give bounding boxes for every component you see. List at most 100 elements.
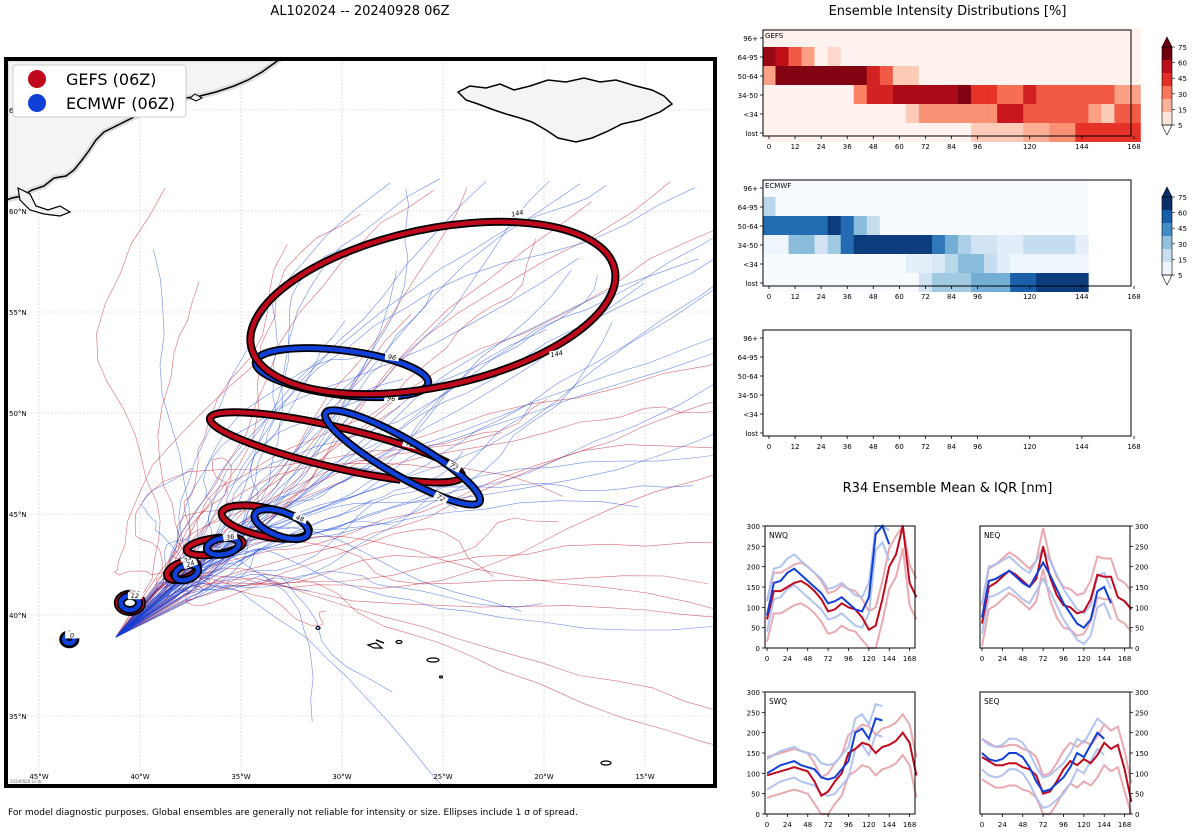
map-title: AL102024 -- 20240928 06Z bbox=[270, 4, 450, 19]
intensity-cell bbox=[1062, 66, 1076, 85]
intensity-cell bbox=[931, 216, 946, 235]
ecmwf-member-track bbox=[115, 180, 550, 638]
intensity-cell bbox=[788, 254, 802, 273]
intensity-cell bbox=[971, 216, 985, 235]
intensity-cell bbox=[788, 178, 802, 197]
intensity-cell bbox=[997, 254, 1011, 273]
intensity-cell bbox=[958, 197, 972, 216]
azores-island bbox=[426, 657, 440, 663]
intensity-cell bbox=[1075, 47, 1089, 66]
intensity-distributions: GEFS 96+ 64-95 50-64 34-50 <34 lost 0 12 24 36 48 60… bbox=[738, 28, 1187, 451]
ellipse-hour-label: 72 bbox=[448, 461, 459, 472]
intensity-cell bbox=[1049, 28, 1063, 47]
r34-y-label: 200 bbox=[747, 730, 760, 738]
r34-x-label: 72 bbox=[824, 655, 833, 663]
intensity-cell bbox=[892, 178, 907, 197]
intensity-cell bbox=[879, 197, 894, 216]
intensity-x-label: 72 bbox=[921, 443, 930, 451]
colorbar-arrow bbox=[1161, 124, 1173, 136]
intensity-cell bbox=[763, 104, 776, 123]
intensity-cell bbox=[1010, 273, 1024, 292]
intensity-cell bbox=[853, 123, 868, 142]
intensity-cell bbox=[905, 47, 920, 66]
intensity-cell bbox=[931, 66, 946, 85]
intensity-cell bbox=[1049, 66, 1063, 85]
intensity-cell bbox=[879, 28, 894, 47]
intensity-cell bbox=[763, 178, 776, 197]
intensity-cell bbox=[788, 104, 802, 123]
intensity-cell bbox=[1062, 28, 1076, 47]
intensity-cell bbox=[997, 85, 1011, 104]
intensity-cell bbox=[931, 123, 946, 142]
intensity-cell bbox=[944, 66, 959, 85]
r34-series-line bbox=[766, 524, 891, 616]
intensity-cell bbox=[827, 104, 841, 123]
intensity-cell bbox=[958, 216, 972, 235]
intensity-x-label: 72 bbox=[921, 293, 930, 301]
intensity-cell bbox=[827, 197, 841, 216]
intensity-cell bbox=[905, 254, 920, 273]
intensity-cell bbox=[866, 85, 881, 104]
r34-x-label: 168 bbox=[1118, 655, 1131, 663]
gefs-member-track bbox=[115, 181, 671, 638]
r34-y-label: 150 bbox=[1135, 750, 1148, 758]
colorbar-tick-label: 30 bbox=[1178, 91, 1187, 99]
lon-tick-label: 30°W bbox=[332, 773, 351, 781]
colorbar-arrow bbox=[1161, 36, 1173, 48]
intensity-cell bbox=[879, 85, 894, 104]
intensity-cell bbox=[905, 216, 920, 235]
r34-title: R34 Ensemble Mean & IQR [nm] bbox=[842, 481, 1053, 496]
intensity-cell bbox=[1010, 216, 1024, 235]
intensity-row-label: 50-64 bbox=[738, 373, 759, 381]
intensity-cell bbox=[1062, 197, 1076, 216]
intensity-x-label: 96 bbox=[973, 293, 982, 301]
r34-x-label: 0 bbox=[980, 655, 984, 663]
intensity-cell bbox=[892, 47, 907, 66]
ecmwf-spread-ellipse: 12 bbox=[116, 591, 143, 614]
r34-x-label: 144 bbox=[1098, 655, 1112, 663]
intensity-cell bbox=[814, 235, 828, 254]
intensity-cell bbox=[879, 235, 894, 254]
gefs-member-track bbox=[115, 432, 502, 638]
r34-x-label: 72 bbox=[1039, 821, 1048, 829]
intensity-cell bbox=[892, 254, 907, 273]
intensity-cell bbox=[971, 273, 985, 292]
intensity-cell bbox=[1036, 216, 1050, 235]
intensity-cell bbox=[814, 197, 828, 216]
intensity-axes-frame bbox=[762, 179, 1132, 287]
intensity-cell bbox=[892, 235, 907, 254]
intensity-cell bbox=[814, 66, 828, 85]
intensity-cell bbox=[931, 273, 946, 292]
ecmwf-legend-label: ECMWF (06Z) bbox=[66, 94, 175, 113]
longitude-labels: 45°W 40°W 35°W 30°W 25°W 20°W 15°W bbox=[29, 773, 654, 781]
intensity-cell bbox=[853, 235, 868, 254]
intensity-cell bbox=[840, 197, 855, 216]
intensity-cell bbox=[788, 28, 802, 47]
lon-tick-label: 40°W bbox=[130, 773, 149, 781]
intensity-cell bbox=[1062, 123, 1076, 142]
intensity-cell bbox=[997, 235, 1011, 254]
ecmwf-member-track bbox=[115, 466, 458, 638]
intensity-cell bbox=[827, 235, 841, 254]
intensity-cell bbox=[984, 104, 998, 123]
intensity-row-label: 64-95 bbox=[738, 354, 758, 362]
intensity-cell bbox=[944, 85, 959, 104]
intensity-row-label: <34 bbox=[743, 411, 758, 419]
r34-y-label: 100 bbox=[1135, 604, 1148, 612]
r34-x-label: 24 bbox=[998, 655, 1007, 663]
intensity-row-label: 96+ bbox=[743, 185, 758, 193]
intensity-cell bbox=[801, 197, 815, 216]
intensity-row-label: 50-64 bbox=[738, 73, 759, 81]
ellipse-hour-label: 96 bbox=[387, 394, 396, 403]
r34-y-label: 300 bbox=[1135, 689, 1148, 697]
ellipse-label-bg bbox=[509, 208, 525, 218]
intensity-cell bbox=[814, 254, 828, 273]
madeira-island bbox=[600, 760, 612, 766]
ecmwf-spread-ellipse: 24 bbox=[170, 557, 203, 585]
lat-tick-label: 40°N bbox=[9, 612, 27, 620]
intensity-cell bbox=[944, 47, 959, 66]
r34-series-line bbox=[981, 722, 1133, 784]
map-ocean bbox=[6, 59, 715, 786]
colorbar-band bbox=[1162, 47, 1172, 61]
intensity-cell bbox=[853, 273, 868, 292]
